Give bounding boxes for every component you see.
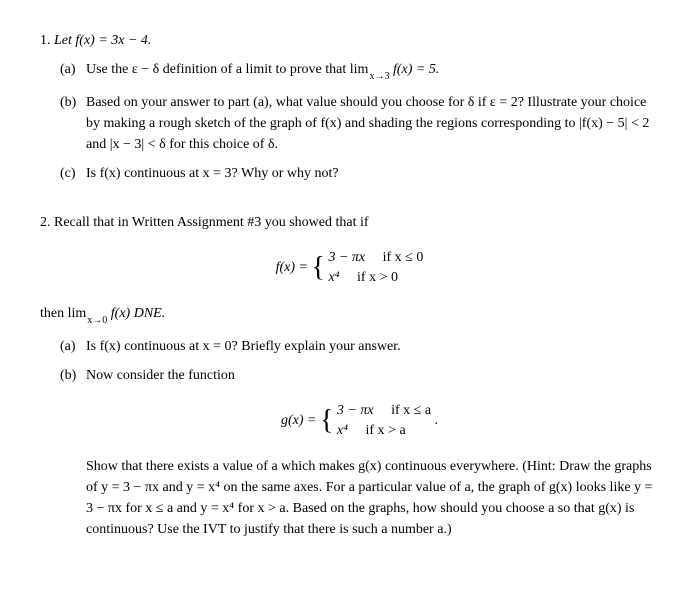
text-1c: Is f(x) continuous at x = 3? Why or why … [86,166,339,181]
f-row1: 3 − πx if x ≤ 0 [328,248,423,268]
label-1b: (b) [60,92,76,113]
problem-1b: (b) Based on your answer to part (a), wh… [60,92,659,155]
problem-1a: (a) Use the ε − δ definition of a limit … [60,59,659,84]
g-lhs: g(x) = [281,413,320,428]
problem-2-number: 2. [40,215,51,230]
label-1a: (a) [60,59,76,80]
problem-1: 1. Let f(x) = 3x − 4. (a) Use the ε − δ … [40,30,659,184]
problem-1-stem: Let f(x) = 3x − 4. [54,33,151,48]
g-row2-cond: if x > a [352,421,406,441]
f-row1-cond: if x ≤ 0 [369,248,424,268]
f-lhs: f(x) = [276,260,312,275]
problem-1-body: (a) Use the ε − δ definition of a limit … [40,59,659,184]
problem-2a: (a) Is f(x) continuous at x = 0? Briefly… [60,336,659,357]
then-text2: f(x) DNE. [107,306,165,321]
problem-2-then: then limx→0 f(x) DNE. [40,303,659,328]
problem-2b: (b) Now consider the function [60,365,659,386]
label-1c: (c) [60,163,76,184]
text-1a-part1: Use the ε − δ definition of a limit to p… [86,62,368,77]
lim-sub-1a: x→3 [369,71,389,82]
piecewise-f-body: 3 − πx if x ≤ 0 x⁴ if x > 0 [328,248,423,287]
text-1a-part2: f(x) = 5. [389,62,439,77]
then-sub: x→0 [87,315,107,326]
f-row1-expr: 3 − πx [328,250,365,265]
problem-2: 2. Recall that in Written Assignment #3 … [40,212,659,540]
text-2a: Is f(x) continuous at x = 0? Briefly exp… [86,339,401,354]
g-row1-expr: 3 − πx [337,403,374,418]
problem-2-body: (a) Is f(x) continuous at x = 0? Briefly… [40,336,659,540]
piecewise-g: g(x) = { 3 − πx if x ≤ a x⁴ if x > a . [60,400,659,442]
piecewise-f: f(x) = { 3 − πx if x ≤ 0 x⁴ if x > 0 [40,247,659,289]
f-row2: x⁴ if x > 0 [328,268,423,288]
brace-f: { [311,252,324,283]
f-row2-cond: if x > 0 [343,268,398,288]
problem-2b-after: Show that there exists a value of a whic… [60,456,659,540]
g-tail: . [435,413,439,428]
text-1b: Based on your answer to part (a), what v… [86,95,649,152]
text-2b-after: Show that there exists a value of a whic… [86,459,652,537]
g-row1: 3 − πx if x ≤ a [337,401,431,421]
text-2b: Now consider the function [86,368,235,383]
problem-1-number: 1. [40,33,51,48]
g-row2-expr: x⁴ [337,423,348,438]
g-row1-cond: if x ≤ a [377,401,431,421]
g-row2: x⁴ if x > a [337,421,431,441]
brace-g: { [320,405,333,436]
f-row2-expr: x⁴ [328,270,339,285]
then-text: then lim [40,306,86,321]
label-2a: (a) [60,336,76,357]
label-2b: (b) [60,365,76,386]
problem-2-stem: Recall that in Written Assignment #3 you… [54,215,369,230]
piecewise-g-body: 3 − πx if x ≤ a x⁴ if x > a [337,401,431,440]
problem-1c: (c) Is f(x) continuous at x = 3? Why or … [60,163,659,184]
